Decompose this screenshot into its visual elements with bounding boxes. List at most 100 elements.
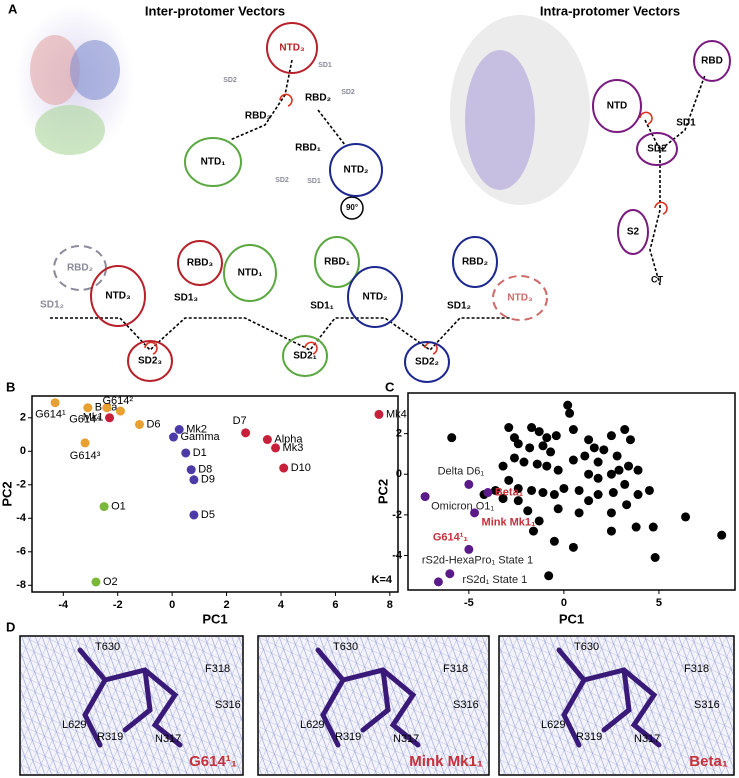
domain-label: SD1 (318, 62, 332, 69)
residue-label: S316 (694, 699, 720, 711)
domain-label: NTD (607, 101, 628, 112)
domain-outline (636, 132, 678, 166)
point (542, 461, 552, 471)
residue-label: S316 (215, 699, 241, 711)
point-label: D7 (233, 415, 247, 427)
point (490, 485, 500, 495)
residue-label: F318 (443, 663, 468, 675)
residue-label: R319 (97, 731, 123, 743)
y-tick-label: 2 (20, 412, 26, 424)
domain-label: RBD₂ (67, 263, 93, 274)
residue-label: T630 (95, 641, 120, 653)
domain-outline (266, 22, 318, 74)
residue-sticks (77, 647, 183, 748)
point (568, 455, 578, 465)
domain-label: SD2 (647, 144, 667, 155)
point (620, 425, 630, 435)
point (631, 522, 641, 532)
structure-name: Mink Mk1₁ (409, 753, 483, 770)
point (549, 536, 559, 546)
point (513, 483, 523, 493)
point (606, 508, 616, 518)
point-label: Mk2 (186, 423, 207, 435)
point (528, 526, 538, 536)
density-mesh (259, 637, 488, 774)
domain-label: SD2₃ (138, 356, 162, 367)
domain-label: NTD₁ (201, 157, 226, 168)
panel-a: Inter-protomer Vectors Intra-protomer Vec… (40, 3, 731, 383)
point (105, 413, 115, 423)
domain-label: 90° (346, 203, 358, 212)
point (374, 409, 384, 419)
domain-label: RBD₁ (295, 143, 321, 154)
plot-frame (407, 392, 736, 591)
point (115, 406, 125, 416)
domain-outline (452, 236, 498, 288)
point (470, 508, 480, 518)
point (525, 443, 535, 453)
point (99, 502, 109, 512)
domain-label: NTD₂ (344, 165, 369, 176)
point (241, 428, 251, 438)
point (612, 451, 622, 461)
point (593, 490, 603, 500)
panel-letter: B (6, 379, 15, 394)
residue-sticks (556, 647, 662, 748)
x-axis-label: PC1 (202, 611, 227, 626)
x-tick-label: -5 (464, 597, 474, 609)
residue-label: N317 (634, 733, 660, 745)
point (519, 457, 529, 467)
y-tick-label: 0 (396, 468, 402, 480)
point (580, 451, 590, 461)
point (633, 465, 643, 475)
domain-label: NTD₃ (105, 291, 131, 302)
point-label: Mk1 (83, 412, 104, 424)
y-tick-label: -4 (16, 512, 27, 524)
point (593, 457, 603, 467)
residue-label: F318 (205, 663, 230, 675)
x-tick-label: 2 (224, 599, 230, 611)
y-axis-label: PC2 (375, 479, 390, 504)
domain-label: NTD₃ (279, 43, 305, 54)
domain-outline (329, 143, 383, 197)
y-tick-label: 0 (20, 445, 26, 457)
point (538, 488, 548, 498)
domain-label: RBD (701, 56, 723, 67)
point (513, 439, 523, 449)
point (622, 500, 632, 510)
point-label: Delta D6₁ (438, 465, 485, 477)
point (447, 433, 457, 443)
residue-label: N317 (393, 733, 419, 745)
domain-outline (592, 79, 642, 133)
x-tick-label: 4 (278, 599, 285, 611)
panel-d: T630 F318 S316 L629 R319 N317 G614¹₁ T630 F318 S3… (19, 635, 735, 776)
domain-outline (177, 240, 223, 286)
point (568, 425, 578, 435)
residue-label: T630 (574, 641, 599, 653)
point (608, 488, 618, 498)
point-label: G614³ (70, 450, 101, 462)
domain-label: SD2 (275, 177, 289, 184)
domain-label: SD2₁ (293, 351, 317, 362)
domain-label: S2 (627, 227, 640, 238)
residue-sticks (315, 647, 421, 748)
point (445, 569, 455, 579)
point-label: Gamma (181, 431, 221, 443)
residue-label: N317 (155, 733, 181, 745)
point (553, 465, 563, 475)
point (169, 432, 179, 442)
point (650, 553, 660, 563)
point-label: rS2d-HexaPro₁ State 1 (422, 555, 533, 567)
x-tick-label: 0 (169, 599, 175, 611)
domain-label: SD1₁ (310, 301, 334, 312)
domain-label: SD1₂ (40, 300, 64, 311)
domain-outline (184, 137, 242, 187)
point (534, 516, 544, 526)
structure-name: Beta₁ (689, 753, 728, 770)
point (544, 571, 554, 581)
point (593, 473, 603, 483)
panel-letter: A (8, 1, 18, 16)
point (606, 469, 616, 479)
